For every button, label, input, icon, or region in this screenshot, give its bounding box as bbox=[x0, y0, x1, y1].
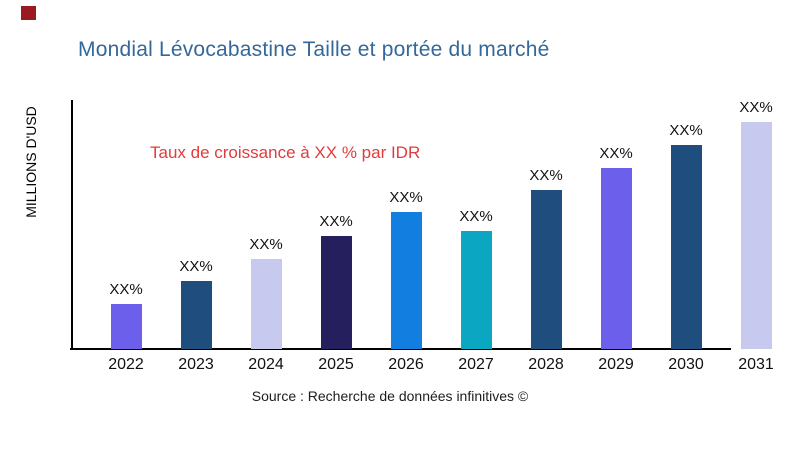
bar-2030 bbox=[670, 145, 702, 349]
bar-2023 bbox=[180, 281, 212, 349]
x-tick-label-2030: 2030 bbox=[668, 356, 704, 373]
bar-value-label-2026: XX% bbox=[389, 189, 423, 206]
x-tick-label-2029: 2029 bbox=[598, 356, 634, 373]
bar-value-label-2028: XX% bbox=[529, 167, 563, 184]
bar-slot-2022: XX% bbox=[91, 92, 161, 349]
bar-value-label-2027: XX% bbox=[459, 208, 493, 225]
bar-slot-2024: XX% bbox=[231, 92, 301, 349]
bar-slot-2028: XX% bbox=[511, 92, 581, 349]
bar-2029 bbox=[600, 168, 632, 349]
x-tick-label-2023: 2023 bbox=[178, 356, 214, 373]
x-axis-labels: 2022 2023 2024 2025 2026 2027 2028 2029 2030 2031 bbox=[91, 356, 791, 374]
bar-slot-2026: XX% bbox=[371, 92, 441, 349]
bar-slot-2029: XX% bbox=[581, 92, 651, 349]
chart-title: Mondial Lévocabastine Taille et portée d… bbox=[78, 38, 550, 61]
growth-rate-annotation: Taux de croissance à XX % par IDR bbox=[150, 143, 421, 162]
bar-value-label-2030: XX% bbox=[669, 122, 703, 139]
x-tick-label-2031: 2031 bbox=[738, 356, 774, 373]
bar-value-label-2029: XX% bbox=[599, 145, 633, 162]
brand-mark bbox=[21, 6, 36, 20]
bar-value-label-2025: XX% bbox=[319, 213, 353, 230]
x-tick-label-2028: 2028 bbox=[528, 356, 564, 373]
bar-2031 bbox=[740, 122, 772, 349]
bar-value-label-2031: XX% bbox=[739, 99, 773, 116]
y-axis-label: MILLIONS D'USD bbox=[23, 106, 39, 218]
bar-2024 bbox=[250, 259, 282, 349]
x-tick-label-2022: 2022 bbox=[108, 356, 144, 373]
source-note: Source : Recherche de données infinitive… bbox=[251, 388, 529, 404]
bar-2028 bbox=[530, 190, 562, 349]
bar-slot-2023: XX% bbox=[161, 92, 231, 349]
bar-2025 bbox=[320, 236, 352, 349]
y-axis-line bbox=[71, 100, 73, 350]
x-tick-label-2026: 2026 bbox=[388, 356, 424, 373]
bars-row: XX% XX% XX% XX% XX% XX% XX% XX% XX% XX% bbox=[91, 92, 791, 349]
bar-value-label-2023: XX% bbox=[179, 258, 213, 275]
bar-slot-2025: XX% bbox=[301, 92, 371, 349]
bar-2022 bbox=[110, 304, 142, 349]
bar-slot-2030: XX% bbox=[651, 92, 721, 349]
bar-2026 bbox=[390, 212, 422, 349]
bar-value-label-2024: XX% bbox=[249, 236, 283, 253]
bar-slot-2031: XX% bbox=[721, 92, 791, 349]
x-tick-label-2025: 2025 bbox=[318, 356, 354, 373]
x-axis-line bbox=[70, 348, 731, 350]
bar-2027 bbox=[460, 231, 492, 349]
bar-slot-2027: XX% bbox=[441, 92, 511, 349]
x-tick-label-2024: 2024 bbox=[248, 356, 284, 373]
x-tick-label-2027: 2027 bbox=[458, 356, 494, 373]
bar-value-label-2022: XX% bbox=[109, 281, 143, 298]
